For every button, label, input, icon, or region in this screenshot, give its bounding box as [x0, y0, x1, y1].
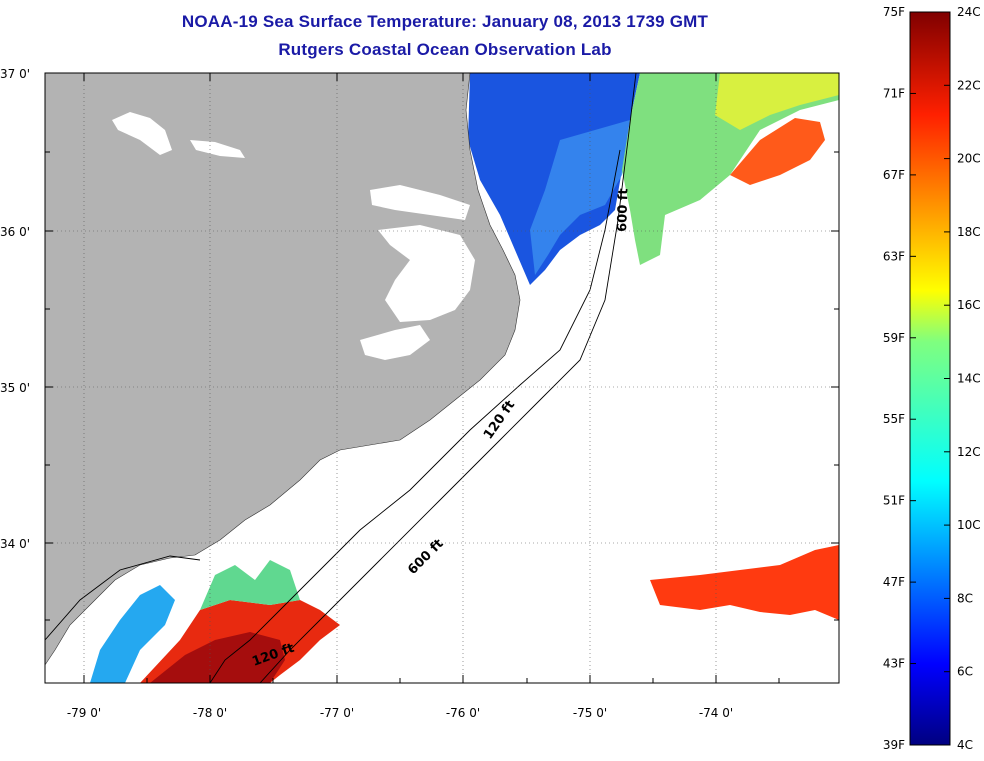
- contour-600ft: [259, 73, 637, 683]
- colorbar-labels-celsius: 24C 22C 20C 18C 16C 14C 12C 10C 8C 6C 4C: [957, 5, 981, 752]
- lon-label-78: -78 0': [193, 706, 227, 720]
- sst-mid-water: [622, 73, 839, 265]
- sst-hot-patch-sw: [150, 632, 285, 683]
- sst-cold-water-light: [530, 120, 630, 275]
- lat-label-35: 35 0': [0, 381, 30, 395]
- sst-warm-patch-se: [650, 545, 839, 620]
- colorbar-label-c: 14C: [957, 372, 981, 386]
- colorbar-label-f: 43F: [883, 657, 905, 671]
- graticule: [45, 73, 839, 683]
- lon-label-77: -77 0': [320, 706, 354, 720]
- colorbar-label-f: 71F: [883, 86, 905, 100]
- colorbar-label-f: 39F: [883, 738, 905, 752]
- reservoir-2: [190, 140, 245, 158]
- lon-ticks: [83, 73, 780, 683]
- colorbar-labels-fahrenheit: 75F 71F 67F 63F 59F 55F 51F 47F 43F 39F: [883, 5, 905, 752]
- title-line-1: NOAA-19 Sea Surface Temperature: January…: [181, 12, 709, 31]
- colorbar-label-c: 12C: [957, 445, 981, 459]
- colorbar-label-c: 16C: [957, 298, 981, 312]
- pamlico-sound: [378, 225, 475, 322]
- colorbar-label-f: 67F: [883, 168, 905, 182]
- contour-120ft: [209, 149, 621, 683]
- lon-label-79: -79 0': [67, 706, 101, 720]
- contour-600ft-south: [45, 555, 201, 641]
- contour-label-600ft-north: 600 ft: [615, 188, 632, 232]
- sst-cool-patch-sw: [90, 585, 175, 683]
- lat-label-34: 34 0': [0, 537, 30, 551]
- colorbar-label-f: 63F: [883, 249, 905, 263]
- title-line-2: Rutgers Coastal Ocean Observation Lab: [278, 40, 612, 59]
- lat-label-36: 36 0': [0, 225, 30, 239]
- colorbar-label-c: 24C: [957, 5, 981, 19]
- colorbar-label-c: 20C: [957, 152, 981, 166]
- colorbar-label-c: 18C: [957, 225, 981, 239]
- colorbar-ticks: [910, 11, 950, 746]
- colorbar-label-f: 55F: [883, 412, 905, 426]
- neuse-river: [360, 325, 430, 360]
- albemarle-sound: [370, 185, 470, 220]
- colorbar-label-c: 10C: [957, 518, 981, 532]
- colorbar-label-f: 59F: [883, 331, 905, 345]
- colorbar-label-c: 8C: [957, 591, 973, 605]
- colorbar-label-c: 6C: [957, 665, 973, 679]
- colorbar-label-f: 47F: [883, 575, 905, 589]
- colorbar-label-f: 75F: [883, 5, 905, 19]
- land: [45, 73, 521, 666]
- lon-label-75: -75 0': [573, 706, 607, 720]
- lat-ticks: [45, 72, 839, 621]
- colorbar-label-f: 51F: [883, 494, 905, 508]
- map-frame: [44, 72, 840, 684]
- lon-label-76: -76 0': [446, 706, 480, 720]
- sst-warm-patch-ne: [730, 118, 825, 185]
- lat-label-37: 37 0': [0, 67, 30, 81]
- sst-yellow-water: [715, 73, 839, 130]
- sst-green-patch-sw: [200, 560, 300, 610]
- colorbar-label-c: 22C: [957, 78, 981, 92]
- lon-label-74: -74 0': [699, 706, 733, 720]
- reservoir-1: [112, 112, 172, 155]
- colorbar-label-c: 4C: [957, 738, 973, 752]
- colorbar: [909, 11, 951, 746]
